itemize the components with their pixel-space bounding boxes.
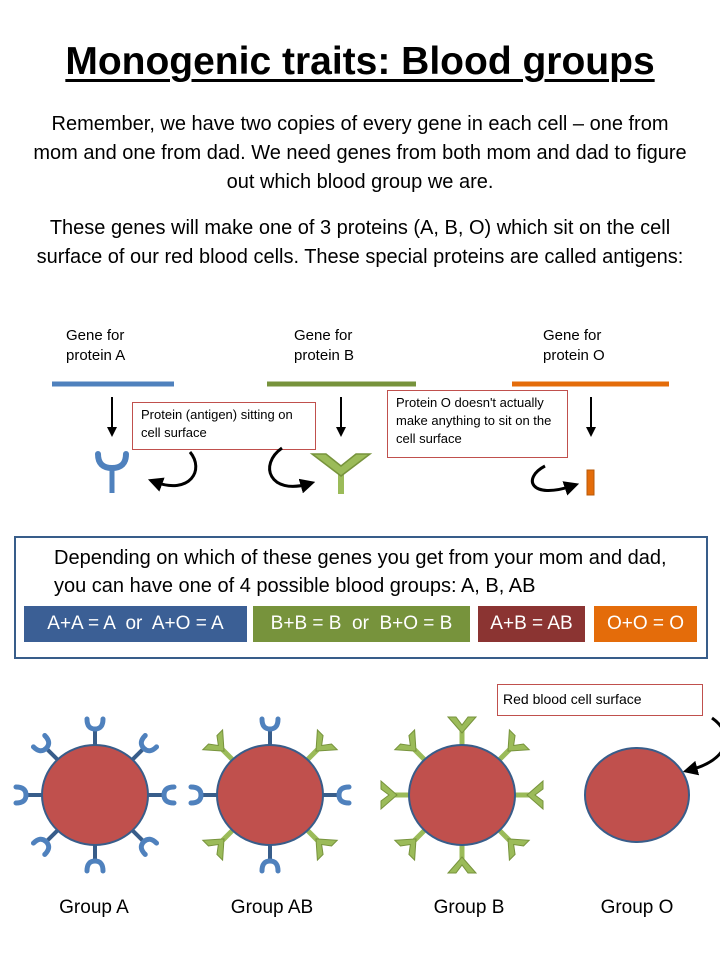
gene-label-b: Gene for protein B [294, 326, 354, 366]
red-blood-cell [41, 744, 149, 846]
protein-b-icon [309, 453, 373, 494]
cell-group-a [16, 719, 174, 871]
antigen-a-icon [87, 845, 103, 871]
antigen-b-icon [448, 845, 476, 873]
gene-a-line2: protein A [66, 347, 126, 364]
curved-arrow-b [268, 446, 316, 494]
group-b-label: Group B [433, 897, 505, 918]
cell-group-b [381, 717, 543, 873]
antigen-a-icon [16, 787, 42, 803]
antigen-a-icon [323, 787, 349, 803]
antigen-a-icon [87, 719, 103, 745]
protein-o-note: Protein O doesn't actually make anything… [387, 390, 568, 458]
red-blood-cell [216, 744, 324, 846]
red-blood-cell [408, 744, 516, 846]
combo-ab: A+B = AB [478, 606, 585, 642]
gene-o-line1: Gene for [543, 327, 602, 344]
group-ab-label: Group AB [230, 897, 314, 918]
antigen-a-icon [191, 787, 217, 803]
combo-o: O+O = O [594, 606, 697, 642]
protein-paragraph: These genes will make one of 3 proteins … [36, 217, 684, 268]
group-a-label: Group A [59, 897, 129, 918]
blood-groups-text: Depending on which of these genes you ge… [54, 547, 667, 597]
antigen-b-icon [381, 781, 409, 809]
antigen-a-icon [262, 719, 278, 745]
page-title: Monogenic traits: Blood groups [65, 40, 655, 83]
gene-b-line1: Gene for [294, 327, 353, 344]
gene-b-line2: protein B [294, 347, 355, 364]
antigen-a-icon [262, 845, 278, 871]
curved-arrow-o [530, 464, 580, 496]
protein-a-icon [95, 451, 129, 493]
gene-label-o: Gene for protein O [543, 326, 605, 366]
curved-arrow-rbc [682, 716, 720, 776]
group-o-label: Group O [600, 897, 674, 918]
protein-o-icon [586, 469, 595, 496]
gene-a-line1: Gene for [66, 327, 125, 344]
rbc-surface-note: Red blood cell surface [497, 684, 703, 716]
antigen-b-icon [515, 781, 543, 809]
antigen-b-icon [448, 717, 476, 745]
combo-b: B+B = B or B+O = B [253, 606, 470, 642]
gene-label-a: Gene for protein A [66, 326, 125, 366]
antigen-note: Protein (antigen) sitting on cell surfac… [132, 402, 316, 450]
curved-arrow-a [147, 451, 198, 492]
cell-group-ab [191, 719, 349, 871]
red-blood-cell [584, 747, 690, 843]
cell-group-o [584, 747, 690, 843]
antigen-a-icon [148, 787, 174, 803]
combo-a: A+A = A or A+O = A [24, 606, 247, 642]
gene-o-line2: protein O [543, 347, 605, 364]
intro-paragraph: Remember, we have two copies of every ge… [33, 113, 687, 193]
